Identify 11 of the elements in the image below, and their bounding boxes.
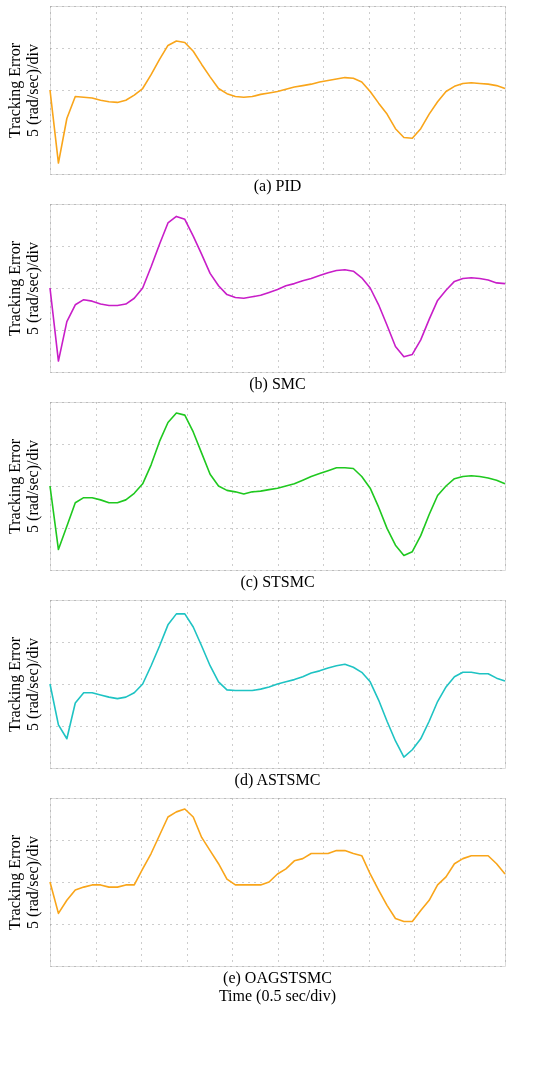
text: (c) STSMC bbox=[240, 573, 315, 591]
text: (d) ASTSMC bbox=[234, 771, 321, 789]
y-axis-title: Tracking Error 5 (rad/sec)/div bbox=[5, 42, 42, 138]
y-axis-title: Tracking Error 5 (rad/sec)/div bbox=[5, 636, 42, 732]
y-axis-title: Tracking Error 5 (rad/sec)/div bbox=[5, 240, 42, 336]
text: (a) PID bbox=[253, 177, 302, 195]
x-axis-title: Time (0.5 sec/div) bbox=[218, 987, 337, 1005]
text: (e) OAGSTSMC bbox=[223, 969, 332, 987]
text: (b) SMC bbox=[249, 375, 306, 393]
y-axis-title: Tracking Error 5 (rad/sec)/div bbox=[5, 438, 42, 534]
y-axis-title: Tracking Error 5 (rad/sec)/div bbox=[5, 834, 42, 930]
